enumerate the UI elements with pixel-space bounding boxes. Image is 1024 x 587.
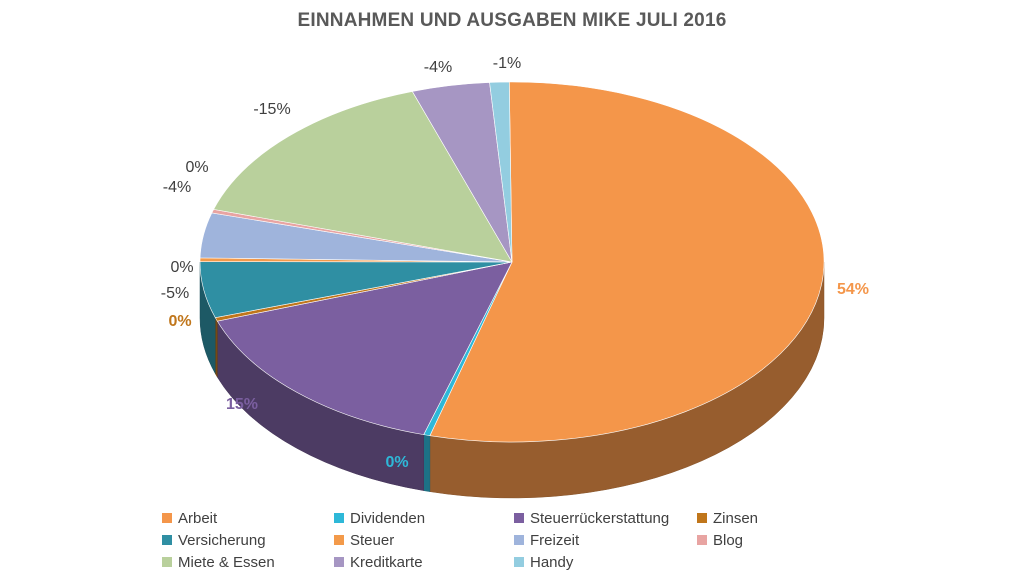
legend-swatch <box>514 535 524 545</box>
legend-label: Kreditkarte <box>350 553 423 571</box>
legend-label: Miete & Essen <box>178 553 275 571</box>
pie-side-dividenden <box>423 434 431 492</box>
data-label: 54% <box>837 281 869 298</box>
chart-title: EINNAHMEN UND AUSGABEN MIKE JULI 2016 <box>297 10 727 31</box>
legend-item-steuer: Steuer <box>334 531 514 549</box>
data-label: 0% <box>168 313 191 330</box>
pie-slice-handy <box>489 81 513 263</box>
legend-swatch <box>334 535 344 545</box>
legend-label: Steuerrückerstattung <box>530 509 670 527</box>
legend-label: Blog <box>713 531 744 549</box>
legend-item-arbeit: Arbeit <box>162 509 334 527</box>
legend-label: Zinsen <box>713 509 759 527</box>
legend-swatch <box>334 513 344 523</box>
data-label: 0% <box>170 259 193 276</box>
legend-swatch <box>162 513 172 523</box>
legend-swatch <box>162 535 172 545</box>
legend-label: Freizeit <box>530 531 580 549</box>
data-label: 0% <box>185 159 208 176</box>
data-label: -15% <box>253 101 290 118</box>
legend-item-miete-and-essen: Miete & Essen <box>162 553 334 571</box>
legend-label: Steuer <box>350 531 395 549</box>
data-label: -4% <box>424 59 452 76</box>
legend-item-handy: Handy <box>514 553 697 571</box>
pie-slice-miete-and-essen <box>213 91 513 263</box>
legend-label: Handy <box>530 553 574 571</box>
legend-label: Versicherung <box>178 531 266 549</box>
legend-swatch <box>334 557 344 567</box>
legend-item-zinsen: Zinsen <box>697 509 817 527</box>
legend-item-dividenden: Dividenden <box>334 509 514 527</box>
chart-legend: Arbeit Dividenden Steuerrückerstattung Zins… <box>162 509 817 571</box>
data-label: -5% <box>161 285 189 302</box>
pie-slice-arbeit <box>429 81 825 443</box>
legend-swatch <box>697 535 707 545</box>
pie-side-zinsen <box>215 316 218 379</box>
data-label: 15% <box>226 396 258 413</box>
legend-item-kreditkarte: Kreditkarte <box>334 553 514 571</box>
data-label: -4% <box>163 179 191 196</box>
legend-item-freizeit: Freizeit <box>514 531 697 549</box>
data-label: 0% <box>385 454 408 471</box>
legend-item-versicherung: Versicherung <box>162 531 334 549</box>
legend-item-blog: Blog <box>697 531 817 549</box>
legend-label: Dividenden <box>350 509 426 527</box>
legend-swatch <box>514 557 524 567</box>
legend-label: Arbeit <box>178 509 218 527</box>
legend-item-steuerrueckerstattung: Steuerrückerstattung <box>514 509 697 527</box>
legend-swatch <box>514 513 524 523</box>
pie-slice-steuerrueckerstattung <box>216 261 513 435</box>
data-label: -1% <box>493 55 521 72</box>
legend-swatch <box>697 513 707 523</box>
legend-swatch <box>162 557 172 567</box>
